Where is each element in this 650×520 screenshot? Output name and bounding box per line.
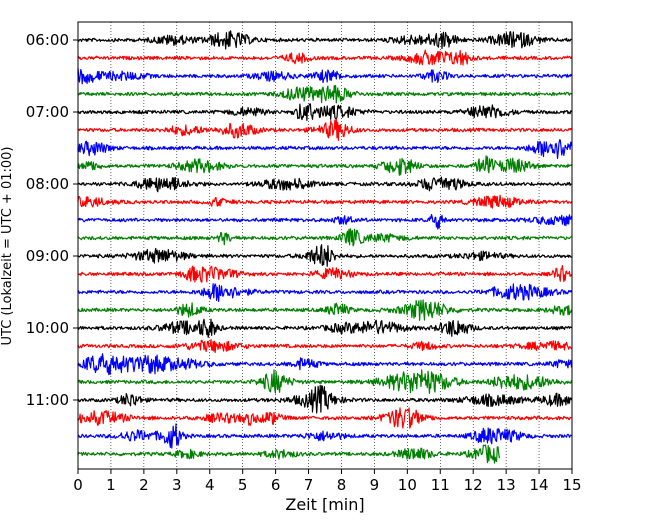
x-tick-label: 3	[172, 476, 182, 494]
trace-0830	[77, 214, 573, 230]
trace-1030	[77, 353, 573, 376]
x-tick-label: 1	[106, 476, 116, 494]
x-tick-label: 15	[562, 476, 581, 494]
x-tick-label: 0	[73, 476, 83, 494]
x-tick-label: 2	[139, 476, 149, 494]
y-axis-label: UTC (Lokalzeit = UTC + 01:00)	[0, 147, 15, 346]
x-tick-label: 14	[530, 476, 549, 494]
plot-frame	[77, 21, 573, 470]
trace-1000	[77, 318, 572, 338]
x-tick-label: 7	[304, 476, 314, 494]
y-tick-label: 10:00	[26, 319, 69, 337]
x-tick-label: 8	[337, 476, 347, 494]
trace-1115	[77, 407, 572, 429]
trace-0945	[77, 299, 573, 321]
trace-1045	[77, 369, 573, 395]
x-tick-label: 6	[271, 476, 281, 494]
x-tick-label: 13	[497, 476, 516, 494]
trace-1100	[77, 384, 573, 414]
x-axis-ticks: 0 1 2 3 4 5 6 7 8 9 10 11 12 13 14 15	[73, 469, 582, 494]
trace-1145	[77, 444, 500, 464]
minute-gridlines	[110, 22, 540, 469]
trace-0800	[77, 176, 572, 193]
trace-0645	[77, 85, 573, 104]
trace-0600	[77, 30, 572, 50]
trace-0915	[77, 265, 573, 283]
y-tick-label: 08:00	[26, 175, 69, 193]
trace-1130	[77, 423, 572, 449]
x-tick-label: 12	[464, 476, 483, 494]
y-tick-label: 07:00	[26, 103, 69, 121]
y-tick-label: 06:00	[26, 31, 69, 49]
x-tick-label: 11	[431, 476, 450, 494]
x-tick-label: 10	[398, 476, 417, 494]
trace-0730	[77, 139, 573, 160]
y-tick-label: 11:00	[26, 391, 69, 409]
trace-1015	[77, 338, 572, 354]
trace-0615	[77, 49, 573, 66]
trace-0700	[77, 103, 573, 122]
trace-0745	[77, 155, 572, 176]
x-tick-label: 4	[205, 476, 215, 494]
x-tick-label: 5	[238, 476, 248, 494]
trace-0900	[77, 244, 572, 267]
trace-0715	[77, 118, 573, 141]
seismic-traces	[77, 30, 573, 464]
trace-0930	[77, 283, 573, 302]
x-tick-label: 9	[370, 476, 380, 494]
trace-0845	[77, 228, 572, 247]
y-axis-ticks: 06:00 07:00 08:00 09:00 10:00 11:00	[26, 31, 78, 409]
x-axis-label: Zeit [min]	[285, 495, 364, 514]
trace-0815	[77, 194, 573, 209]
trace-0630	[77, 67, 573, 85]
y-tick-label: 09:00	[26, 247, 69, 265]
